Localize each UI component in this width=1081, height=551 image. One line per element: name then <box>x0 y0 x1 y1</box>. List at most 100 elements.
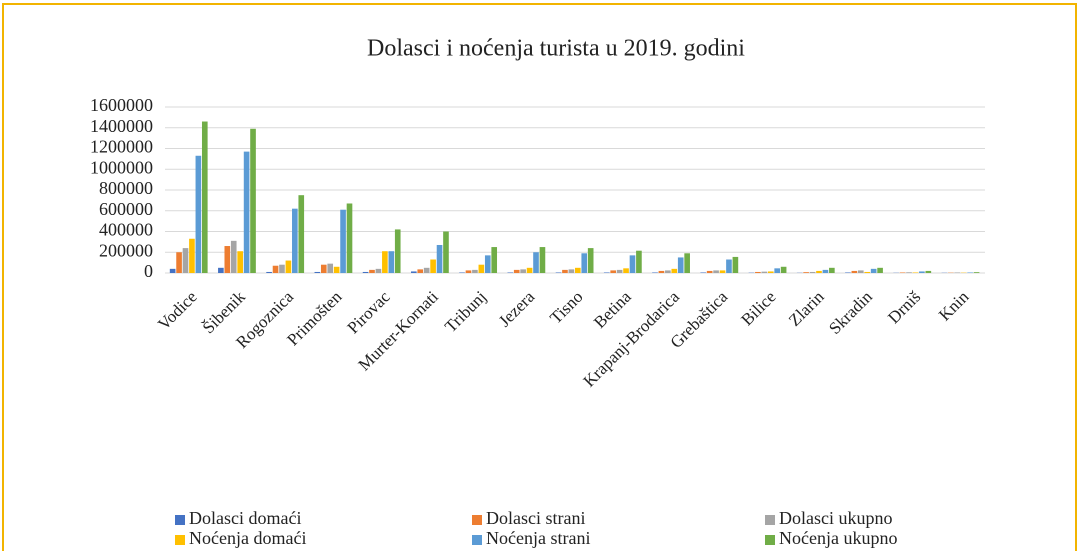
bar <box>189 238 195 273</box>
bar <box>201 121 208 274</box>
bar <box>230 240 237 273</box>
bar <box>243 151 250 273</box>
x-tick-label: Betina <box>590 287 635 332</box>
legend-swatch <box>472 535 482 545</box>
bar <box>610 270 617 273</box>
bar <box>603 272 610 273</box>
legend-label: Dolasci ukupno <box>779 508 892 528</box>
bar <box>684 253 690 273</box>
bar <box>298 195 305 273</box>
bar <box>388 251 395 273</box>
x-tick-label: Tisno <box>546 287 586 327</box>
bar <box>581 253 588 273</box>
bar <box>443 231 449 273</box>
bar <box>845 272 851 273</box>
bar <box>864 271 871 273</box>
bar <box>459 272 465 273</box>
x-tick-label: Jezera <box>495 287 539 331</box>
bar <box>851 270 858 273</box>
bar <box>533 252 539 273</box>
legend-label: Noćenja domaći <box>189 528 306 548</box>
bar <box>967 272 973 273</box>
bar <box>417 269 424 273</box>
legend-label: Noćenja strani <box>486 528 590 548</box>
bar <box>491 247 498 273</box>
bar <box>803 272 809 273</box>
bar <box>719 270 726 273</box>
bar <box>857 270 864 273</box>
bar <box>182 248 189 273</box>
bar <box>195 155 202 273</box>
legend-swatch <box>765 515 775 525</box>
bar <box>780 266 787 273</box>
bar <box>346 203 353 273</box>
bar <box>539 247 546 273</box>
bar <box>755 271 761 273</box>
bar <box>919 271 925 273</box>
bar <box>761 271 768 273</box>
bar <box>652 272 658 273</box>
bar <box>472 269 478 273</box>
bar <box>285 260 292 273</box>
bar <box>375 268 382 273</box>
y-tick-label: 0 <box>144 261 153 281</box>
legend-label: Dolasci strani <box>486 508 585 528</box>
legend-swatch <box>472 515 482 525</box>
y-tick-label: 400000 <box>99 220 153 240</box>
bar <box>555 272 562 273</box>
bar <box>706 270 713 273</box>
bar <box>411 271 417 273</box>
bar <box>809 271 816 273</box>
bar <box>272 265 279 273</box>
x-tick-label: Knin <box>935 287 973 325</box>
bar <box>423 267 430 273</box>
bar <box>169 268 176 273</box>
bar <box>266 271 272 273</box>
bar <box>925 270 932 273</box>
legend-label: Dolasci domaći <box>189 508 301 528</box>
bar <box>237 251 243 273</box>
bar <box>700 272 707 273</box>
bar <box>333 266 340 273</box>
bar <box>636 250 642 273</box>
bar <box>320 264 327 273</box>
bar <box>224 246 231 273</box>
bar <box>292 208 298 273</box>
x-tick-label: Drniš <box>884 287 924 327</box>
bar <box>430 259 436 273</box>
bar <box>562 269 568 273</box>
bar <box>732 256 739 273</box>
bar <box>829 267 835 273</box>
bar <box>658 270 665 273</box>
y-tick-label: 1000000 <box>90 157 153 177</box>
bar <box>774 268 781 273</box>
bar <box>587 248 594 273</box>
legend-swatch <box>175 535 185 545</box>
bar <box>394 229 401 273</box>
bar <box>629 255 636 273</box>
bar <box>671 268 678 273</box>
y-tick-label: 1400000 <box>90 116 153 136</box>
bar <box>568 269 575 273</box>
bar <box>665 270 671 273</box>
bar <box>575 267 581 273</box>
bar <box>507 272 514 273</box>
x-tick-label: Tribunj <box>441 287 490 336</box>
x-tick-label: Zlarin <box>785 287 828 330</box>
bar <box>369 269 375 273</box>
y-tick-label: 200000 <box>99 240 153 260</box>
legend-label: Noćenja ukupno <box>779 528 897 548</box>
bar <box>906 272 912 273</box>
chart-title: Dolasci i noćenja turista u 2019. godini <box>367 36 745 62</box>
bar <box>870 268 877 273</box>
bar <box>677 257 684 273</box>
bar <box>520 269 526 273</box>
bar <box>465 270 472 273</box>
bar <box>513 269 520 273</box>
bar <box>340 209 346 273</box>
bar <box>713 270 719 273</box>
y-tick-label: 1200000 <box>90 137 153 157</box>
bar <box>822 269 829 273</box>
bar <box>623 268 629 273</box>
bar <box>616 269 623 273</box>
